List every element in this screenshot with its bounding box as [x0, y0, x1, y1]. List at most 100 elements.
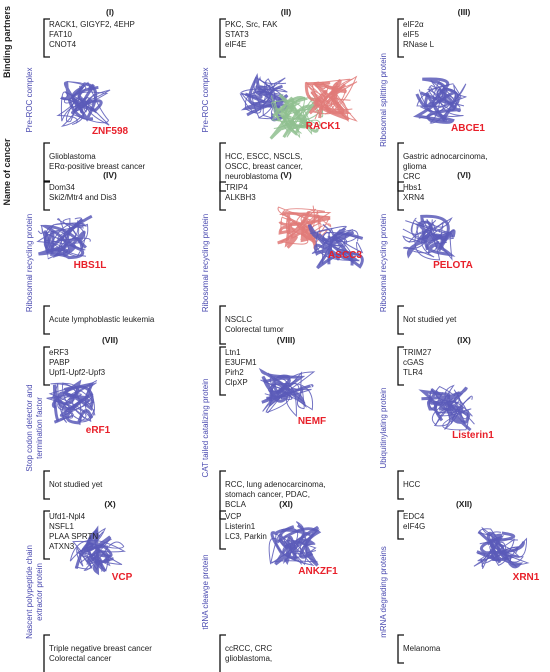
category-label: mRNA degrading proteins [379, 546, 388, 638]
protein-ribbon [424, 86, 460, 122]
protein-name: ZNF598 [92, 126, 129, 137]
bracket [43, 470, 50, 500]
bracket [397, 142, 404, 192]
partner: TRIM27 [403, 348, 432, 357]
partner: Dom34 [49, 183, 75, 192]
bracket [397, 510, 404, 540]
protein-ribbon [432, 80, 465, 117]
cancer: HCC [403, 480, 421, 489]
protein-name: HBS1L [74, 260, 107, 271]
panel-numeral: (VII) [102, 335, 118, 345]
protein-ribbon [325, 235, 353, 258]
partner: eIF4E [225, 40, 246, 49]
protein-ribbon [313, 243, 354, 270]
cancer: Gastric adnocarcinoma, [403, 152, 487, 161]
category-label: Ribosomal splitting protein [379, 53, 388, 147]
protein-ribbon [271, 539, 318, 563]
protein-structure [258, 367, 316, 418]
category-label: CAT tailed catalizing protein [201, 379, 210, 478]
panel-numeral: (III) [458, 7, 471, 17]
protein-ribbon [52, 382, 94, 422]
protein-ribbon [317, 227, 364, 256]
bracket [43, 305, 50, 335]
category-label: Ubiquitinylating protein [379, 388, 388, 469]
panel-numeral: (XI) [279, 499, 293, 509]
panel-numeral: (VIII) [277, 335, 296, 345]
partner: Upf1-Upf2-Upf3 [49, 368, 106, 377]
protein-ribbon [307, 75, 358, 122]
protein-structure [473, 526, 530, 569]
protein-ribbon [428, 390, 472, 420]
protein-structure [46, 379, 98, 426]
protein-name: XRN1 [513, 572, 540, 583]
protein-ribbon [416, 83, 454, 113]
cancer: NSCLC [225, 315, 252, 324]
bracket [43, 510, 50, 560]
bracket [219, 634, 226, 672]
partner: RNase L [403, 40, 435, 49]
protein-ribbon [76, 537, 112, 572]
panel-numeral: (II) [281, 7, 292, 17]
category-label: Ribosomal recycling protein [25, 214, 34, 312]
partner: PLAA SPRTN [49, 532, 98, 541]
protein-ribbon [277, 206, 312, 239]
bracket [43, 181, 50, 211]
protein-structure [239, 72, 358, 140]
protein-ribbon [53, 392, 94, 425]
cancer: Acute lymphoblastic leukemia [49, 315, 155, 324]
category-label: extractor protein [35, 563, 44, 621]
category-label: Stop codon detector and [25, 384, 34, 471]
protein-ribbon [60, 81, 98, 122]
protein-ribbon [410, 216, 455, 240]
partner: LC3, Parkin [225, 532, 267, 541]
panel-numeral: (IX) [457, 335, 471, 345]
partner: ClpXP [225, 378, 248, 387]
cancer: Melanoma [403, 644, 441, 653]
bracket [219, 510, 226, 550]
partner: Ufd1-Npl4 [49, 512, 86, 521]
bracket [397, 181, 404, 211]
bracket [43, 634, 50, 672]
protein-ribbon [75, 527, 123, 570]
partner: Pirh2 [225, 368, 244, 377]
bracket [397, 470, 404, 500]
partner: Listerin1 [225, 522, 256, 531]
category-label: Ribosomal recycling protein [201, 214, 210, 312]
protein-ribbon [60, 91, 109, 127]
protein-name: NEMF [298, 416, 326, 427]
cancer: stomach cancer, PDAC, [225, 490, 310, 499]
partner: E3UFM1 [225, 358, 257, 367]
partner: eIF4G [403, 522, 425, 531]
panel-numeral: (I) [106, 7, 114, 17]
cancer: Triple negative breast cancer [49, 644, 152, 653]
bracket [219, 18, 226, 58]
bracket [397, 634, 404, 664]
protein-name: eRF1 [86, 425, 111, 436]
panel-numeral: (VI) [457, 170, 471, 180]
protein-ribbon [473, 528, 519, 567]
protein-ribbon [275, 371, 316, 411]
category-label: Nascent polypeptide chain [25, 545, 34, 639]
partner: TRIP4 [225, 183, 248, 192]
protein-ribbon [412, 77, 454, 122]
cancer: RCC, lung adenocarcinoma, [225, 480, 326, 489]
partner: CNOT4 [49, 40, 77, 49]
cancer: glioma [403, 162, 427, 171]
bracket [219, 142, 226, 192]
cancer: ccRCC, CRC [225, 644, 272, 653]
panel-numeral: (V) [280, 170, 292, 180]
cancer: OSCC, breast cancer, [225, 162, 303, 171]
protein-ribbon [45, 214, 93, 260]
protein-ribbon [43, 222, 86, 253]
partner: PABP [49, 358, 70, 367]
protein-name: ANKZF1 [298, 566, 338, 577]
protein-ribbon [287, 536, 306, 561]
protein-ribbon [246, 93, 292, 122]
panel-numeral: (IV) [103, 170, 117, 180]
protein-ribbon [56, 395, 95, 423]
cancer: Colorectal tumor [225, 325, 284, 334]
protein-ribbon [251, 76, 287, 106]
protein-ribbon [418, 389, 472, 432]
protein-ribbon [310, 81, 338, 120]
